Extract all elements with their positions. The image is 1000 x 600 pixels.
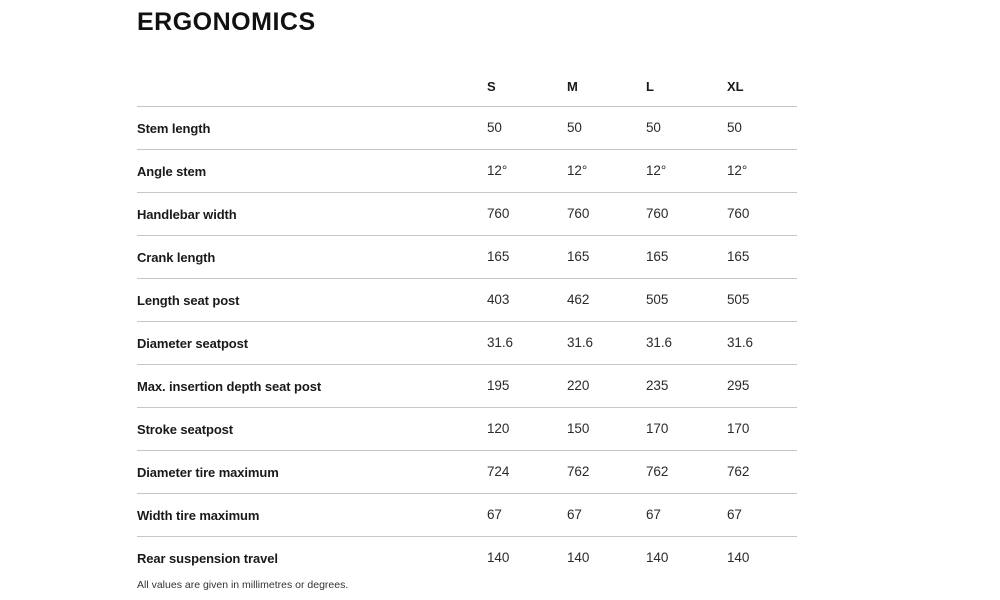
cell-value: 50 [646, 120, 661, 136]
cell-value: 760 [646, 206, 669, 222]
table-row: Stem length 50 50 50 50 [137, 107, 797, 150]
column-header-m: M [567, 78, 578, 94]
cell-value: 220 [567, 378, 590, 394]
table-row: Length seat post 403 462 505 505 [137, 279, 797, 322]
cell-value: 295 [727, 378, 750, 394]
cell-value: 12° [567, 163, 588, 179]
cell-value: 140 [727, 550, 750, 566]
row-label: Width tire maximum [137, 507, 260, 523]
cell-value: 67 [487, 507, 502, 523]
cell-value: 31.6 [487, 335, 513, 351]
cell-value: 140 [487, 550, 510, 566]
cell-value: 31.6 [646, 335, 672, 351]
cell-value: 67 [567, 507, 582, 523]
table-row: Width tire maximum 67 67 67 67 [137, 494, 797, 537]
row-label: Diameter tire maximum [137, 464, 279, 480]
row-label: Handlebar width [137, 206, 237, 222]
cell-value: 140 [646, 550, 669, 566]
cell-value: 462 [567, 292, 590, 308]
column-header-xl: XL [727, 78, 744, 94]
cell-value: 505 [646, 292, 669, 308]
units-footnote: All values are given in millimetres or d… [137, 579, 349, 591]
row-label: Diameter seatpost [137, 335, 249, 351]
row-label: Length seat post [137, 292, 240, 308]
table-header-row: S M L XL [137, 66, 797, 107]
table-row: Stroke seatpost 120 150 170 170 [137, 408, 797, 451]
cell-value: 165 [646, 249, 669, 265]
cell-value: 31.6 [727, 335, 753, 351]
cell-value: 150 [567, 421, 590, 437]
cell-value: 235 [646, 378, 669, 394]
table-row: Diameter seatpost 31.6 31.6 31.6 31.6 [137, 322, 797, 365]
cell-value: 762 [727, 464, 750, 480]
cell-value: 760 [567, 206, 590, 222]
cell-value: 31.6 [567, 335, 593, 351]
row-label: Crank length [137, 249, 216, 265]
cell-value: 760 [487, 206, 510, 222]
table-row: Max. insertion depth seat post 195 220 2… [137, 365, 797, 408]
cell-value: 165 [727, 249, 750, 265]
cell-value: 170 [727, 421, 750, 437]
cell-value: 140 [567, 550, 590, 566]
cell-value: 165 [567, 249, 590, 265]
cell-value: 12° [727, 163, 748, 179]
table-row: Diameter tire maximum 724 762 762 762 [137, 451, 797, 494]
cell-value: 195 [487, 378, 510, 394]
cell-value: 760 [727, 206, 750, 222]
cell-value: 165 [487, 249, 510, 265]
cell-value: 762 [646, 464, 669, 480]
column-header-l: L [646, 78, 654, 94]
cell-value: 12° [487, 163, 508, 179]
page-title: ERGONOMICS [137, 8, 316, 36]
table-row: Crank length 165 165 165 165 [137, 236, 797, 279]
row-label: Max. insertion depth seat post [137, 378, 322, 394]
cell-value: 762 [567, 464, 590, 480]
column-header-s: S [487, 78, 496, 94]
cell-value: 50 [567, 120, 582, 136]
cell-value: 50 [487, 120, 502, 136]
table-row: Handlebar width 760 760 760 760 [137, 193, 797, 236]
cell-value: 67 [646, 507, 661, 523]
table-row: Angle stem 12° 12° 12° 12° [137, 150, 797, 193]
cell-value: 120 [487, 421, 510, 437]
row-label: Stroke seatpost [137, 421, 234, 437]
cell-value: 505 [727, 292, 750, 308]
row-label: Stem length [137, 120, 211, 136]
cell-value: 50 [727, 120, 742, 136]
ergonomics-table: S M L XL Stem length 50 50 50 50 Angle s… [137, 66, 797, 579]
cell-value: 67 [727, 507, 742, 523]
cell-value: 12° [646, 163, 667, 179]
row-label: Angle stem [137, 163, 207, 179]
cell-value: 724 [487, 464, 510, 480]
table-row: Rear suspension travel 140 140 140 140 [137, 537, 797, 579]
cell-value: 403 [487, 292, 510, 308]
row-label: Rear suspension travel [137, 550, 278, 566]
cell-value: 170 [646, 421, 669, 437]
